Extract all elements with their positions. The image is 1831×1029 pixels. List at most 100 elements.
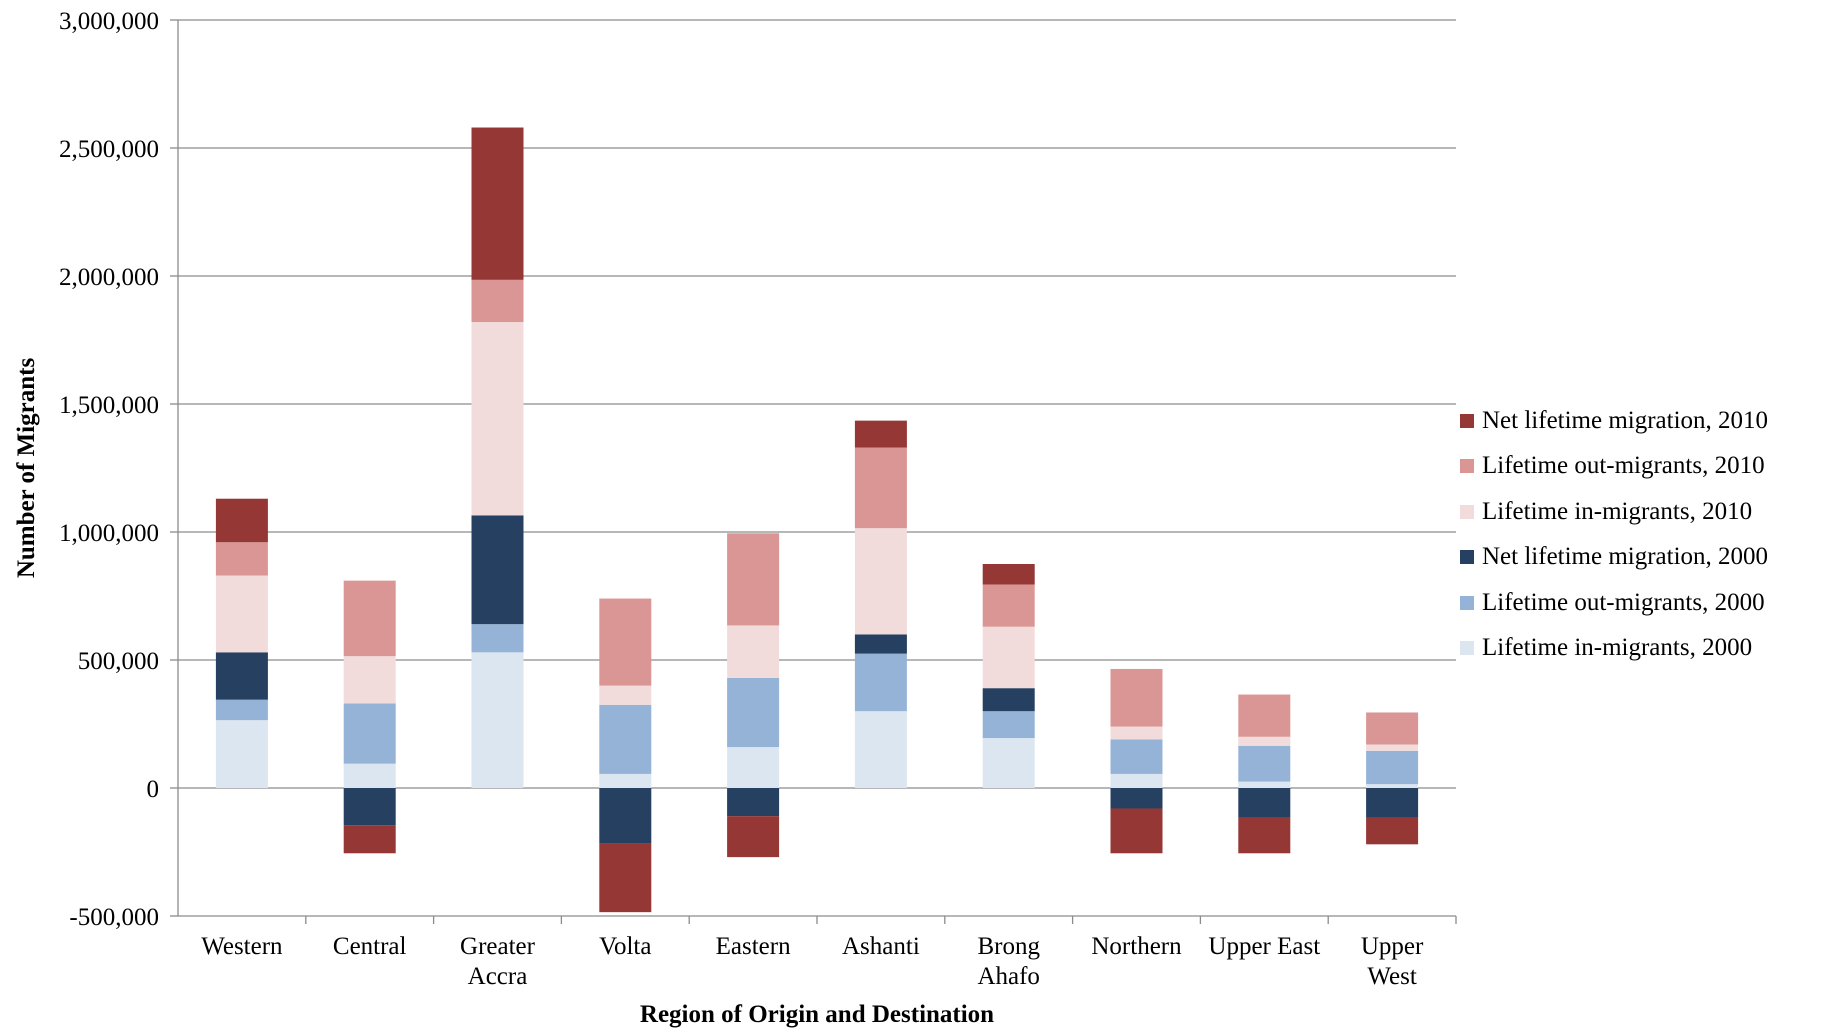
bar-segment [982, 738, 1035, 788]
legend-label: Lifetime out-migrants, 2000 [1482, 588, 1765, 616]
x-tick-label: Upper East [1208, 933, 1320, 960]
bar-segment [599, 788, 652, 844]
x-tick-label: Ahafo [977, 963, 1039, 990]
bar-segment [727, 747, 780, 788]
bar-segment [727, 533, 780, 626]
x-tick-label: Greater [460, 933, 536, 960]
bar-segment [1238, 781, 1291, 788]
x-tick-label: Accra [468, 963, 528, 990]
legend-item: Net lifetime migration, 2010 [1460, 398, 1768, 444]
bar-segment [215, 498, 268, 543]
bar-segment [1238, 694, 1291, 737]
legend: Net lifetime migration, 2010 Lifetime out… [1460, 398, 1768, 671]
bar-segment [1110, 668, 1163, 727]
bar-segment [1238, 817, 1291, 854]
bar-segment [854, 634, 907, 654]
bar-segment [1238, 736, 1291, 746]
legend-swatch [1460, 595, 1474, 610]
bar-segment [1110, 788, 1163, 809]
x-tick-label: Ashanti [842, 933, 920, 960]
bar-segment [215, 720, 268, 788]
bar-segment [854, 447, 907, 529]
y-tick-label: 2,500,000 [59, 136, 159, 163]
y-tick-label: 2,000,000 [59, 264, 159, 291]
bar-segment [982, 688, 1035, 712]
x-tick-label: Volta [599, 933, 651, 960]
legend-swatch [1460, 641, 1474, 656]
x-tick-label: Central [333, 933, 407, 960]
bar-segment [1366, 784, 1419, 788]
y-tick-label: 1,000,000 [59, 520, 159, 547]
bar-segment [1366, 712, 1419, 745]
bar-segment [599, 773, 652, 788]
x-axis-title: Region of Origin and Destination [640, 1001, 994, 1028]
legend-label: Lifetime in-migrants, 2010 [1482, 497, 1753, 525]
bar-segment [727, 788, 780, 817]
bar-segment [343, 825, 396, 854]
bar-segment [471, 515, 524, 625]
bar-segment [343, 703, 396, 764]
bar-segment [854, 420, 907, 448]
bar-segment [982, 564, 1035, 585]
bar-segment [471, 322, 524, 516]
bar-segment [854, 653, 907, 712]
x-tick-label: Western [201, 933, 283, 960]
legend-label: Net lifetime migration, 2000 [1482, 543, 1769, 571]
legend-label: Lifetime in-migrants, 2000 [1482, 634, 1753, 662]
bar-segment [343, 656, 396, 704]
legend-label: Net lifetime migration, 2010 [1482, 406, 1769, 434]
bar-segment [343, 763, 396, 788]
x-tick-label: Eastern [716, 933, 791, 960]
bar-segment [1110, 739, 1163, 774]
legend-item: Lifetime out-migrants, 2000 [1460, 580, 1768, 626]
bar-segment [727, 816, 780, 858]
bar-segment [982, 584, 1035, 627]
bar-segment [599, 704, 652, 774]
bar-segment [1238, 788, 1291, 818]
bar-segment [343, 788, 396, 826]
bar-segment [471, 279, 524, 323]
bar-segment [1366, 788, 1419, 818]
bar-segment [215, 575, 268, 653]
bar-segment [1110, 808, 1163, 854]
legend-swatch [1460, 459, 1474, 474]
bar-segment [215, 542, 268, 576]
bar-segment [599, 843, 652, 913]
y-tick-label: -500,000 [69, 904, 159, 931]
bar-segment [1110, 726, 1163, 740]
y-axis-title: Number of Migrants [13, 358, 40, 579]
bar-segment [1238, 745, 1291, 782]
x-tick-label: Brong [977, 933, 1040, 960]
y-tick-label: 0 [147, 776, 160, 803]
legend-item: Lifetime in-migrants, 2000 [1460, 626, 1768, 672]
bar-segment [854, 528, 907, 635]
bar-segment [471, 652, 524, 788]
bar-segment [471, 624, 524, 653]
bar-segment [343, 580, 396, 657]
bar-segment [1110, 773, 1163, 788]
x-tick-label: Northern [1091, 933, 1182, 960]
x-tick-label: Upper [1361, 933, 1424, 960]
legend-swatch [1460, 413, 1474, 428]
y-tick-label: 1,500,000 [59, 392, 159, 419]
legend-swatch [1460, 504, 1474, 519]
legend-item: Net lifetime migration, 2000 [1460, 535, 1768, 581]
legend-item: Lifetime in-migrants, 2010 [1460, 489, 1768, 535]
bar-segment [982, 711, 1035, 739]
bar-segment [599, 685, 652, 705]
bar-segment [854, 711, 907, 788]
bar-segment [1366, 817, 1419, 845]
bar-segment [1366, 750, 1419, 785]
bar-segment [215, 652, 268, 700]
bar-segment [982, 626, 1035, 689]
x-tick-label: West [1367, 963, 1416, 990]
bar-segment [471, 127, 524, 280]
y-axis-ticks: 3,000,000 2,500,000 2,000,000 1,500,000 1,00… [59, 8, 159, 931]
legend-label: Lifetime out-migrants, 2010 [1482, 452, 1765, 480]
bar-segment [727, 677, 780, 748]
y-tick-label: 500,000 [78, 648, 159, 675]
bars [215, 127, 1419, 913]
legend-item: Lifetime out-migrants, 2010 [1460, 444, 1768, 490]
bar-segment [727, 625, 780, 678]
